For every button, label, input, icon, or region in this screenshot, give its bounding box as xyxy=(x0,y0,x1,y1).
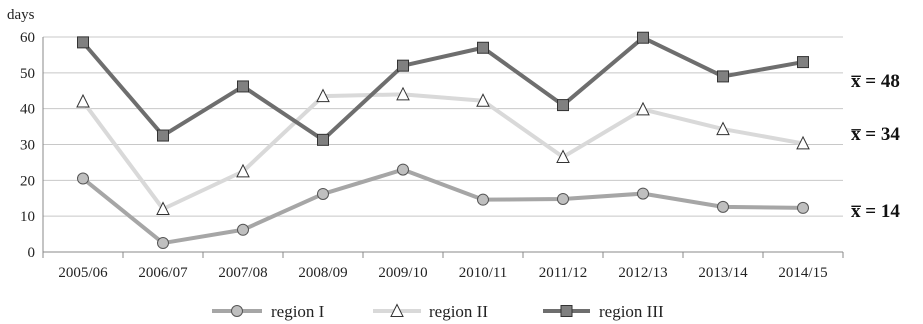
data-point-series-1 xyxy=(77,172,89,185)
data-point-series-2 xyxy=(556,149,570,164)
data-point-series-1 xyxy=(477,193,489,206)
series-line-2 xyxy=(81,92,804,211)
data-point-series-3 xyxy=(717,70,729,83)
x-tick-label: 2014/15 xyxy=(778,265,827,281)
y-tick-label-30: 30 xyxy=(20,138,35,154)
data-point-series-2 xyxy=(156,201,170,215)
x-tick-label: 2010/11 xyxy=(459,265,508,281)
data-point-series-3 xyxy=(237,80,249,93)
legend: region I region II region III xyxy=(212,302,664,321)
data-point-series-1 xyxy=(717,200,729,213)
data-point-series-3 xyxy=(637,31,649,44)
data-point-series-2 xyxy=(796,135,810,150)
legend-swatch-marker xyxy=(560,305,573,317)
data-point-series-3 xyxy=(77,36,89,49)
data-point-series-2 xyxy=(316,88,330,103)
y-tick-label-40: 40 xyxy=(20,102,35,118)
series-group xyxy=(76,31,810,250)
data-point-series-2 xyxy=(396,86,410,101)
x-tick-label: 2007/08 xyxy=(218,265,267,281)
data-point-series-2 xyxy=(636,101,650,116)
series-1 xyxy=(77,163,809,250)
y-tick-label-50: 50 xyxy=(20,66,35,82)
series-3 xyxy=(77,31,809,146)
mean-label-series-2: x̅ = 34 xyxy=(851,124,900,145)
series-2 xyxy=(76,86,810,215)
y-axis-ticks: 0 10 20 30 40 50 60 xyxy=(20,30,35,261)
data-point-series-3 xyxy=(557,99,569,112)
data-point-series-1 xyxy=(797,201,809,214)
series-line-1 xyxy=(81,167,804,246)
data-point-series-3 xyxy=(317,133,329,146)
data-point-series-2 xyxy=(476,93,490,107)
legend-item-3: region III xyxy=(543,302,664,321)
data-point-series-1 xyxy=(157,237,169,250)
legend-swatch-marker xyxy=(390,303,404,317)
legend-label: region II xyxy=(429,302,488,321)
x-tick-label: 2011/12 xyxy=(539,265,588,281)
mean-labels: x̅ = 48 x̅ = 34 x̅ = 14 xyxy=(851,71,900,222)
y-tick-label-10: 10 xyxy=(20,209,35,225)
x-tick-label: 2013/14 xyxy=(698,265,748,281)
x-tick-label: 2006/07 xyxy=(138,265,188,281)
data-point-series-1 xyxy=(557,192,569,205)
data-point-series-2 xyxy=(716,121,730,136)
series-line-3 xyxy=(81,35,804,142)
legend-item-2: region II xyxy=(373,302,488,321)
legend-item-1: region I xyxy=(212,302,325,321)
data-point-series-1 xyxy=(317,187,329,200)
x-tick-label: 2012/13 xyxy=(618,265,667,281)
data-point-series-1 xyxy=(237,223,249,236)
mean-label-series-1: x̅ = 14 xyxy=(851,201,900,222)
x-tick-label: 2008/09 xyxy=(298,265,347,281)
data-point-series-3 xyxy=(397,59,409,72)
data-point-series-1 xyxy=(397,163,409,176)
y-tick-label-0: 0 xyxy=(28,245,36,261)
legend-label: region III xyxy=(599,302,664,321)
legend-swatch-marker xyxy=(231,305,243,317)
y-axis-unit-label: days xyxy=(7,7,35,23)
data-point-series-2 xyxy=(236,163,250,178)
data-point-series-3 xyxy=(157,129,169,142)
x-tick-label: 2009/10 xyxy=(378,265,427,281)
data-point-series-3 xyxy=(797,56,809,69)
data-point-series-1 xyxy=(637,187,649,200)
gridlines xyxy=(43,36,843,217)
x-tick-label: 2005/06 xyxy=(58,265,108,281)
legend-label: region I xyxy=(271,302,325,321)
y-tick-label-20: 20 xyxy=(20,173,35,189)
data-point-series-3 xyxy=(477,41,489,54)
x-axis: 2005/06 2006/07 2007/08 2008/09 2009/10 2010/… xyxy=(42,37,844,281)
y-tick-label-60: 60 xyxy=(20,30,35,46)
data-point-series-2 xyxy=(76,93,90,108)
mean-label-series-3: x̅ = 48 xyxy=(851,71,900,92)
